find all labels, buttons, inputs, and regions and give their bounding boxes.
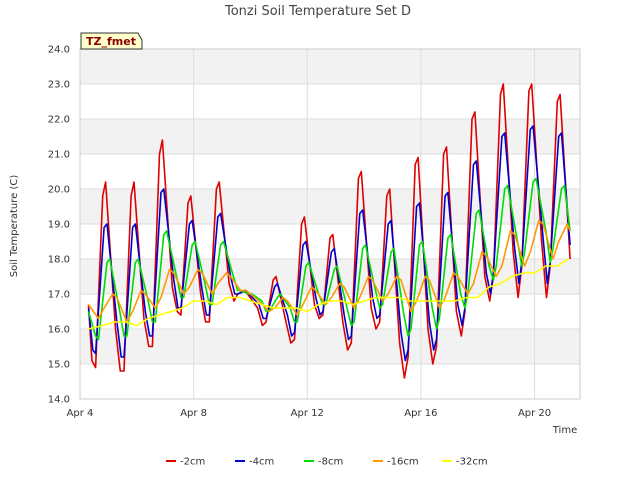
legend-label: -32cm <box>456 457 488 468</box>
y-tick-label: 18.0 <box>48 255 70 266</box>
y-tick-label: 23.0 <box>48 80 70 91</box>
legend-label: -8cm <box>318 457 343 468</box>
y-tick-label: 17.0 <box>48 290 70 301</box>
legend-label: -4cm <box>249 457 274 468</box>
series-line-minus-2cm <box>87 83 571 379</box>
series-line-minus-32cm <box>88 258 570 330</box>
series-lines <box>87 83 571 379</box>
x-tick-label: Apr 12 <box>291 408 324 419</box>
y-tick-label: 19.0 <box>48 220 70 231</box>
x-axis-label: Time <box>552 425 577 436</box>
y-tick-label: 14.0 <box>48 395 70 406</box>
plot-band <box>80 329 580 364</box>
plot-band <box>80 49 580 84</box>
y-axis-label: Soil Temperature (C) <box>9 175 20 278</box>
y-tick-label: 24.0 <box>48 45 70 56</box>
y-tick-label: 16.0 <box>48 325 70 336</box>
y-tick-label: 21.0 <box>48 150 70 161</box>
site-badge: TZ_fmet <box>80 32 143 50</box>
plot-band <box>80 189 580 224</box>
x-tick-label: Apr 16 <box>404 408 437 419</box>
x-axis-ticks: Apr 4 Apr 8 Apr 12 Apr 16 Apr 20 <box>67 408 552 419</box>
series-line-minus-8cm <box>87 177 571 341</box>
y-tick-label: 20.0 <box>48 185 70 196</box>
site-badge-box <box>80 32 143 50</box>
x-tick-label: Apr 4 <box>67 408 94 419</box>
legend-label: -2cm <box>180 457 205 468</box>
site-badge-label: TZ_fmet <box>86 35 136 48</box>
chart-title: Tonzi Soil Temperature Set D <box>224 4 411 19</box>
y-axis-ticks: 14.0 15.0 16.0 17.0 18.0 19.0 20.0 21.0 22.0 23.0… <box>48 45 70 406</box>
plot-frame <box>79 48 581 400</box>
series-line-minus-16cm <box>87 219 571 323</box>
y-tick-label: 22.0 <box>48 115 70 126</box>
legend: -2cm -4cm -8cm -16cm -32cm <box>166 457 488 468</box>
x-tick-label: Apr 20 <box>518 408 551 419</box>
y-tick-label: 15.0 <box>48 360 70 371</box>
legend-label: -16cm <box>387 457 419 468</box>
series-line-minus-4cm <box>87 125 571 362</box>
x-tick-label: Apr 8 <box>180 408 207 419</box>
